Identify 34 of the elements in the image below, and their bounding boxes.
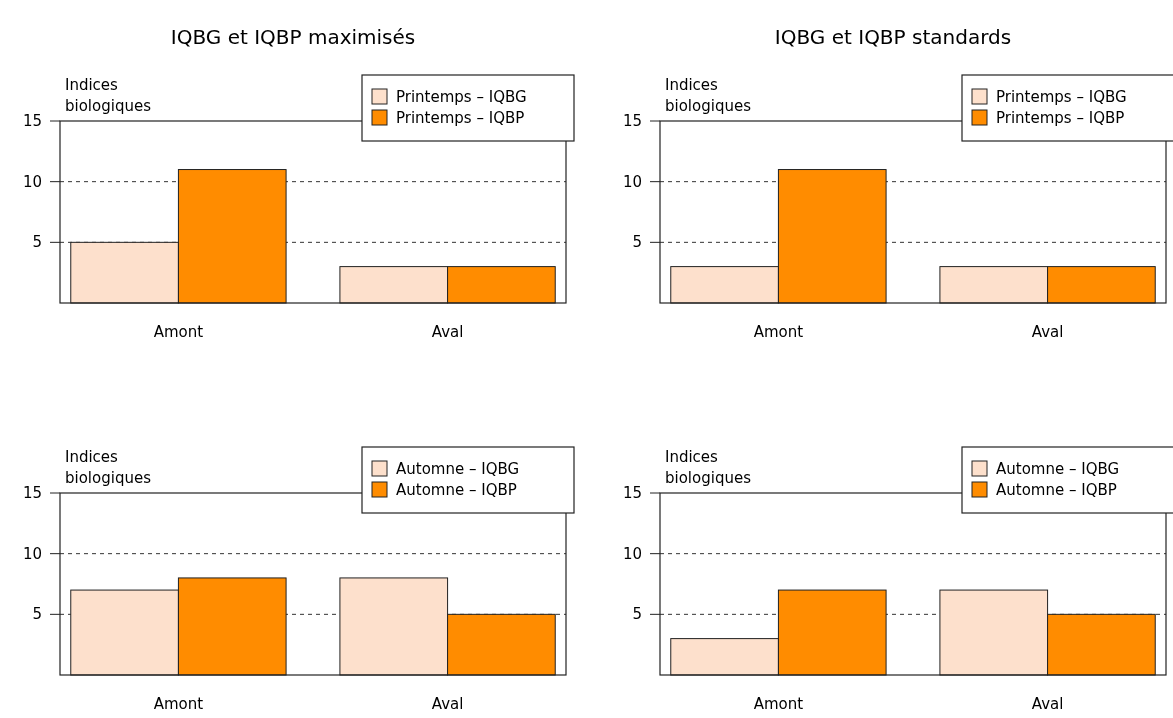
- legend-label: Automne – IQBG: [396, 460, 520, 478]
- y-tick-label: 10: [622, 172, 642, 191]
- chart-title: IQBG et IQBP maximisés: [170, 25, 416, 49]
- legend-label: Automne – IQBG: [996, 460, 1120, 478]
- y-tick-label: 15: [622, 484, 642, 502]
- x-tick-label: Amont: [153, 695, 204, 713]
- y-tick-label: 5: [632, 605, 642, 624]
- y-axis-title: Indices biologiques: [665, 76, 752, 115]
- chart-title: IQBG et IQBP standards: [774, 25, 1012, 49]
- x-tick-label: Aval: [1031, 695, 1064, 713]
- y-tick-label: 10: [22, 172, 42, 191]
- legend-label: Automne – IQBP: [996, 481, 1117, 499]
- y-axis-title: Indices biologiques: [665, 448, 752, 487]
- legend-label: Automne – IQBP: [396, 481, 517, 499]
- x-tick-label: Aval: [431, 323, 464, 341]
- y-tick-label: 5: [632, 233, 642, 252]
- y-tick-label: 15: [22, 112, 42, 130]
- x-tick-label: Amont: [753, 323, 804, 341]
- y-axis-title: Indices biologiques: [65, 76, 152, 115]
- x-tick-label: Amont: [153, 323, 204, 341]
- legend-label: Printemps – IQBP: [996, 109, 1125, 127]
- x-tick-label: Aval: [1031, 323, 1064, 341]
- x-tick-label: Aval: [431, 695, 464, 713]
- y-tick-label: 15: [22, 484, 42, 502]
- y-tick-label: 10: [22, 544, 42, 563]
- legend-label: Printemps – IQBP: [396, 109, 525, 127]
- y-tick-label: 15: [622, 112, 642, 130]
- legend-label: Printemps – IQBG: [396, 88, 527, 106]
- x-tick-label: Amont: [753, 695, 804, 713]
- legend-label: Printemps – IQBG: [996, 88, 1127, 106]
- y-axis-title: Indices biologiques: [65, 448, 152, 487]
- y-tick-label: 5: [32, 233, 42, 252]
- y-tick-label: 10: [622, 544, 642, 563]
- y-tick-label: 5: [32, 605, 42, 624]
